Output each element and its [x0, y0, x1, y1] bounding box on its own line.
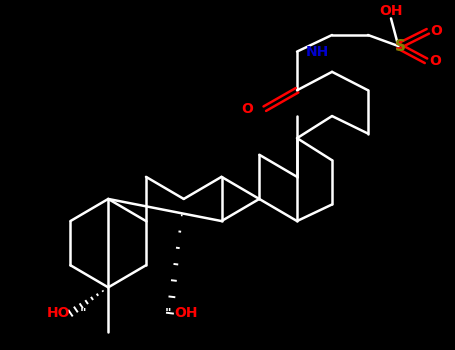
Text: ": " [80, 307, 86, 320]
Text: OH: OH [379, 5, 403, 19]
Text: OH: OH [175, 306, 198, 320]
Text: O: O [430, 54, 441, 68]
Text: HO: HO [47, 306, 71, 320]
Text: O: O [241, 102, 253, 116]
Text: ": " [165, 307, 172, 320]
Text: O: O [430, 24, 442, 38]
Text: NH: NH [306, 44, 329, 58]
Text: S: S [394, 38, 406, 54]
